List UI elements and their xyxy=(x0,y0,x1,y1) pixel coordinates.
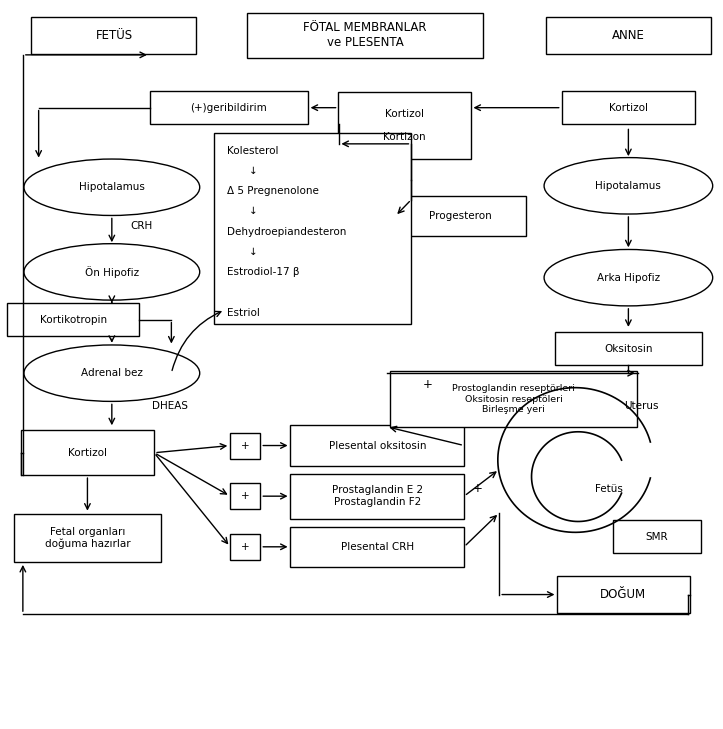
Text: SMR: SMR xyxy=(646,531,668,542)
Text: Dehydroepiandesteron: Dehydroepiandesteron xyxy=(227,227,346,237)
FancyBboxPatch shape xyxy=(7,303,140,336)
Ellipse shape xyxy=(544,157,713,214)
Text: Hipotalamus: Hipotalamus xyxy=(79,182,145,192)
Text: Ön Hipofiz: Ön Hipofiz xyxy=(85,266,139,278)
Text: FÖTAL MEMBRANLAR
ve PLESENTA: FÖTAL MEMBRANLAR ve PLESENTA xyxy=(304,21,427,50)
Text: +: + xyxy=(241,491,249,501)
FancyBboxPatch shape xyxy=(150,91,308,125)
Text: Kortizol: Kortizol xyxy=(68,448,107,458)
FancyBboxPatch shape xyxy=(14,514,161,562)
Text: +: + xyxy=(241,542,249,552)
FancyBboxPatch shape xyxy=(32,17,197,54)
FancyBboxPatch shape xyxy=(230,483,260,509)
Text: Hipotalamus: Hipotalamus xyxy=(596,181,662,191)
FancyBboxPatch shape xyxy=(291,526,464,567)
FancyBboxPatch shape xyxy=(291,474,464,518)
Text: ANNE: ANNE xyxy=(612,29,645,42)
Text: Progesteron: Progesteron xyxy=(429,211,492,221)
Ellipse shape xyxy=(24,159,200,216)
Text: +: + xyxy=(473,483,483,496)
Text: +: + xyxy=(241,440,249,451)
FancyBboxPatch shape xyxy=(338,93,471,159)
Text: Δ 5 Pregnenolone: Δ 5 Pregnenolone xyxy=(227,186,319,196)
Text: ↓: ↓ xyxy=(249,206,257,217)
Text: CRH: CRH xyxy=(130,221,153,230)
FancyBboxPatch shape xyxy=(562,91,695,125)
Text: Prostoglandin reseptörleri
Oksitosin reseptöleri
Birleşme yeri: Prostoglandin reseptörleri Oksitosin res… xyxy=(452,384,575,414)
Text: Kortikotropin: Kortikotropin xyxy=(40,315,107,324)
Text: Oksitosin: Oksitosin xyxy=(604,343,653,354)
Ellipse shape xyxy=(544,249,713,306)
Text: DOĞUM: DOĞUM xyxy=(600,588,646,601)
Text: Kolesterol: Kolesterol xyxy=(227,146,278,156)
FancyBboxPatch shape xyxy=(557,576,690,613)
Text: +: + xyxy=(422,378,432,391)
Text: ↓: ↓ xyxy=(249,166,257,176)
Text: Adrenal bez: Adrenal bez xyxy=(81,368,142,378)
Text: Arka Hipofiz: Arka Hipofiz xyxy=(596,273,660,283)
FancyBboxPatch shape xyxy=(230,534,260,560)
Text: (+)geribildirim: (+)geribildirim xyxy=(190,103,267,113)
Text: Prostaglandin E 2
Prostaglandin F2: Prostaglandin E 2 Prostaglandin F2 xyxy=(332,486,423,507)
Text: Kortizol

Kortizon: Kortizol Kortizon xyxy=(383,109,426,142)
FancyBboxPatch shape xyxy=(390,371,638,427)
Ellipse shape xyxy=(24,345,200,402)
FancyBboxPatch shape xyxy=(546,17,711,54)
Text: Uterus: Uterus xyxy=(624,402,659,411)
FancyBboxPatch shape xyxy=(395,196,526,236)
Ellipse shape xyxy=(24,243,200,300)
Text: Plesental oksitosin: Plesental oksitosin xyxy=(328,440,426,451)
FancyBboxPatch shape xyxy=(230,432,260,459)
Text: Kortizol: Kortizol xyxy=(609,103,648,113)
FancyBboxPatch shape xyxy=(247,13,484,58)
Text: ↓: ↓ xyxy=(249,247,257,257)
FancyBboxPatch shape xyxy=(214,133,411,324)
Text: FETÜS: FETÜS xyxy=(95,29,132,42)
Text: Fetal organları
doğuma hazırlar: Fetal organları doğuma hazırlar xyxy=(45,527,130,549)
FancyBboxPatch shape xyxy=(613,520,701,553)
Text: Plesental CRH: Plesental CRH xyxy=(341,542,414,552)
Text: Estriol: Estriol xyxy=(227,308,260,318)
Text: Fetüs: Fetüs xyxy=(595,484,623,494)
FancyBboxPatch shape xyxy=(21,430,154,475)
Text: DHEAS: DHEAS xyxy=(152,402,188,411)
Text: Estrodiol-17 β: Estrodiol-17 β xyxy=(227,268,299,277)
FancyBboxPatch shape xyxy=(555,332,702,365)
FancyBboxPatch shape xyxy=(291,425,464,466)
